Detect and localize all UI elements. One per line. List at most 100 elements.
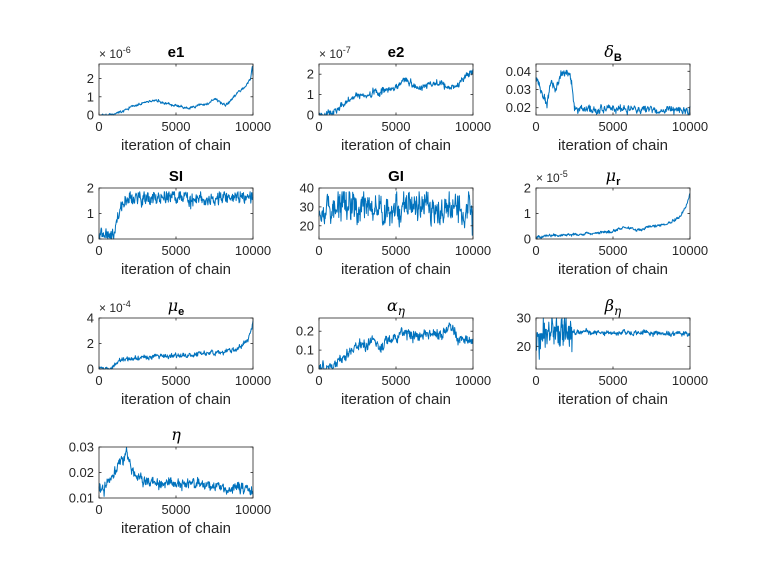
x-tick-label: 0 [532,119,539,134]
x-axis-label: iteration of chain [341,137,451,154]
y-tick-label: 0.02 [69,465,94,480]
y-tick-label: 0 [307,108,314,123]
y-tick-label: 2 [524,181,531,196]
x-tick-label: 5000 [382,119,411,134]
x-tick-label: 10000 [235,243,271,258]
subplot-6: 0 5000 10000 0 1 2 iteration of chain μr × 10-5 [524,166,708,278]
trace-line [535,69,691,116]
subplot-title: SI [169,168,183,185]
x-axis-label: iteration of chain [341,391,451,408]
trace-line [98,66,254,116]
trace-line [535,193,691,239]
x-axis-label: iteration of chain [558,261,668,278]
x-tick-label: 5000 [382,243,411,258]
y-tick-label: 0.03 [69,440,94,455]
x-tick-label: 0 [315,119,322,134]
y-tick-label: 2 [87,336,94,351]
y-tick-label: 0.04 [506,64,531,79]
y-tick-label: 1 [87,206,94,221]
subplot-2: 0 5000 10000 0 1 2 iteration of chain e2 × 10-7 [307,44,491,154]
x-tick-label: 10000 [672,119,708,134]
x-tick-label: 5000 [162,119,191,134]
subplot-title: δB [604,42,622,64]
y-tick-label: 1 [307,87,314,102]
axis-multiplier: × 10-4 [99,299,131,315]
y-tick-label: 0 [87,232,94,247]
subplot-3: 0 5000 10000 0.02 0.03 0.04 iteration of chain… [506,42,708,154]
x-tick-label: 10000 [672,243,708,258]
x-axis-label: iteration of chain [558,137,668,154]
y-tick-label: 20 [300,218,314,233]
y-tick-label: 4 [87,311,94,326]
y-tick-label: 0 [307,362,314,377]
x-axis-label: iteration of chain [121,520,231,537]
x-tick-label: 5000 [162,373,191,388]
trace-line [318,191,474,236]
x-tick-label: 10000 [235,373,271,388]
subplot-title: η [171,425,181,444]
x-tick-label: 10000 [235,502,271,517]
x-tick-label: 0 [315,243,322,258]
subplot-4: 0 5000 10000 0 1 2 iteration of chain SI [87,168,271,278]
x-tick-label: 0 [532,243,539,258]
y-tick-label: 0 [524,232,531,247]
y-tick-label: 30 [300,199,314,214]
x-tick-label: 10000 [455,119,491,134]
trace-line [318,322,474,370]
y-tick-label: 0.1 [296,343,314,358]
trace-line [98,191,254,240]
x-tick-label: 0 [95,243,102,258]
y-tick-label: 1 [87,89,94,104]
axis-multiplier: × 10-7 [319,45,351,61]
subplot-title: αη [387,296,406,318]
axes-box [98,187,254,240]
axis-multiplier: × 10-6 [99,45,131,61]
x-tick-label: 5000 [599,373,628,388]
subplot-7: 0 5000 10000 0 2 4 iteration of chain μe × 10-4 [87,296,271,408]
y-tick-label: 0.2 [296,324,314,339]
x-axis-label: iteration of chain [121,137,231,154]
x-axis-label: iteration of chain [121,391,231,408]
trace-line [318,68,474,116]
x-tick-label: 0 [95,119,102,134]
x-tick-label: 0 [95,502,102,517]
x-tick-label: 0 [95,373,102,388]
y-tick-label: 0.03 [506,82,531,97]
y-tick-label: 2 [87,71,94,86]
x-tick-label: 10000 [235,119,271,134]
subplot-title: GI [388,168,404,185]
x-tick-label: 5000 [382,373,411,388]
y-tick-label: 0 [87,362,94,377]
x-tick-label: 0 [532,373,539,388]
subplot-10: 0 5000 10000 0.01 0.02 0.03 iteration of chain… [69,425,271,537]
subplot-title: βη [604,296,622,318]
subplot-title: e1 [168,44,185,61]
axis-multiplier: × 10-5 [536,169,568,185]
x-axis-label: iteration of chain [558,391,668,408]
x-axis-label: iteration of chain [341,261,451,278]
trace-line [535,317,691,360]
y-tick-label: 0.02 [506,100,531,115]
x-axis-label: iteration of chain [121,261,231,278]
x-tick-label: 5000 [162,243,191,258]
x-tick-label: 5000 [599,243,628,258]
trace-line [98,320,254,370]
y-tick-label: 0 [87,108,94,123]
y-tick-label: 2 [307,67,314,82]
subplot-5: 0 5000 10000 20 30 40 iteration of chain GI [300,168,492,278]
x-tick-label: 0 [315,373,322,388]
x-tick-label: 5000 [599,119,628,134]
y-tick-label: 2 [87,181,94,196]
y-tick-label: 1 [524,206,531,221]
subplot-title: μr [606,166,621,188]
axes-box [98,63,254,116]
y-tick-label: 30 [517,311,531,326]
subplot-title: e2 [388,44,405,61]
x-tick-label: 10000 [455,373,491,388]
x-tick-label: 5000 [162,502,191,517]
subplot-9: 0 5000 10000 20 30 iteration of chain βη [517,296,709,408]
x-tick-label: 10000 [672,373,708,388]
